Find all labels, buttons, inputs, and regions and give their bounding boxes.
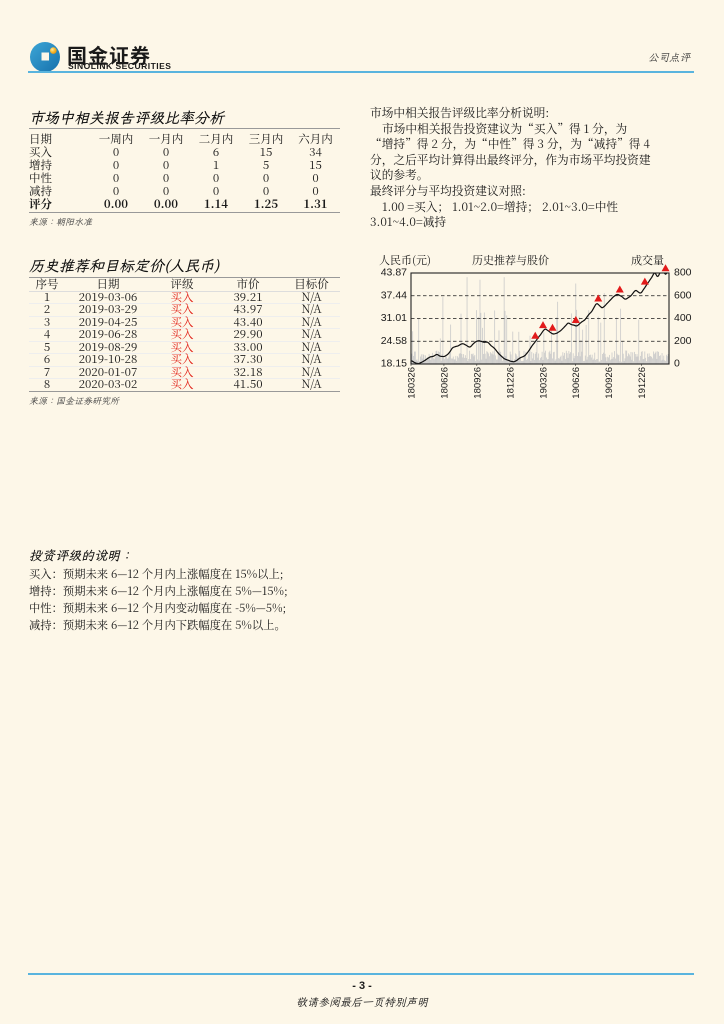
svg-text:180326: 180326 <box>407 367 418 399</box>
svg-text:180926: 180926 <box>472 367 483 399</box>
svg-text:190326: 190326 <box>538 367 549 399</box>
svg-text:190626: 190626 <box>571 367 582 399</box>
svg-text:37.44: 37.44 <box>381 289 407 301</box>
svg-text:43.87: 43.87 <box>381 267 407 279</box>
svg-text:31.01: 31.01 <box>381 312 407 324</box>
svg-text:181226: 181226 <box>505 367 516 399</box>
svg-text:400: 400 <box>674 312 692 324</box>
svg-text:0: 0 <box>674 358 680 370</box>
svg-text:24.58: 24.58 <box>381 335 407 347</box>
svg-text:180626: 180626 <box>439 367 450 399</box>
svg-text:800: 800 <box>674 267 692 279</box>
svg-text:190926: 190926 <box>604 367 615 399</box>
svg-text:191226: 191226 <box>637 367 648 399</box>
svg-text:200: 200 <box>674 335 692 347</box>
svg-text:600: 600 <box>674 289 692 301</box>
svg-text:18.15: 18.15 <box>381 358 407 370</box>
